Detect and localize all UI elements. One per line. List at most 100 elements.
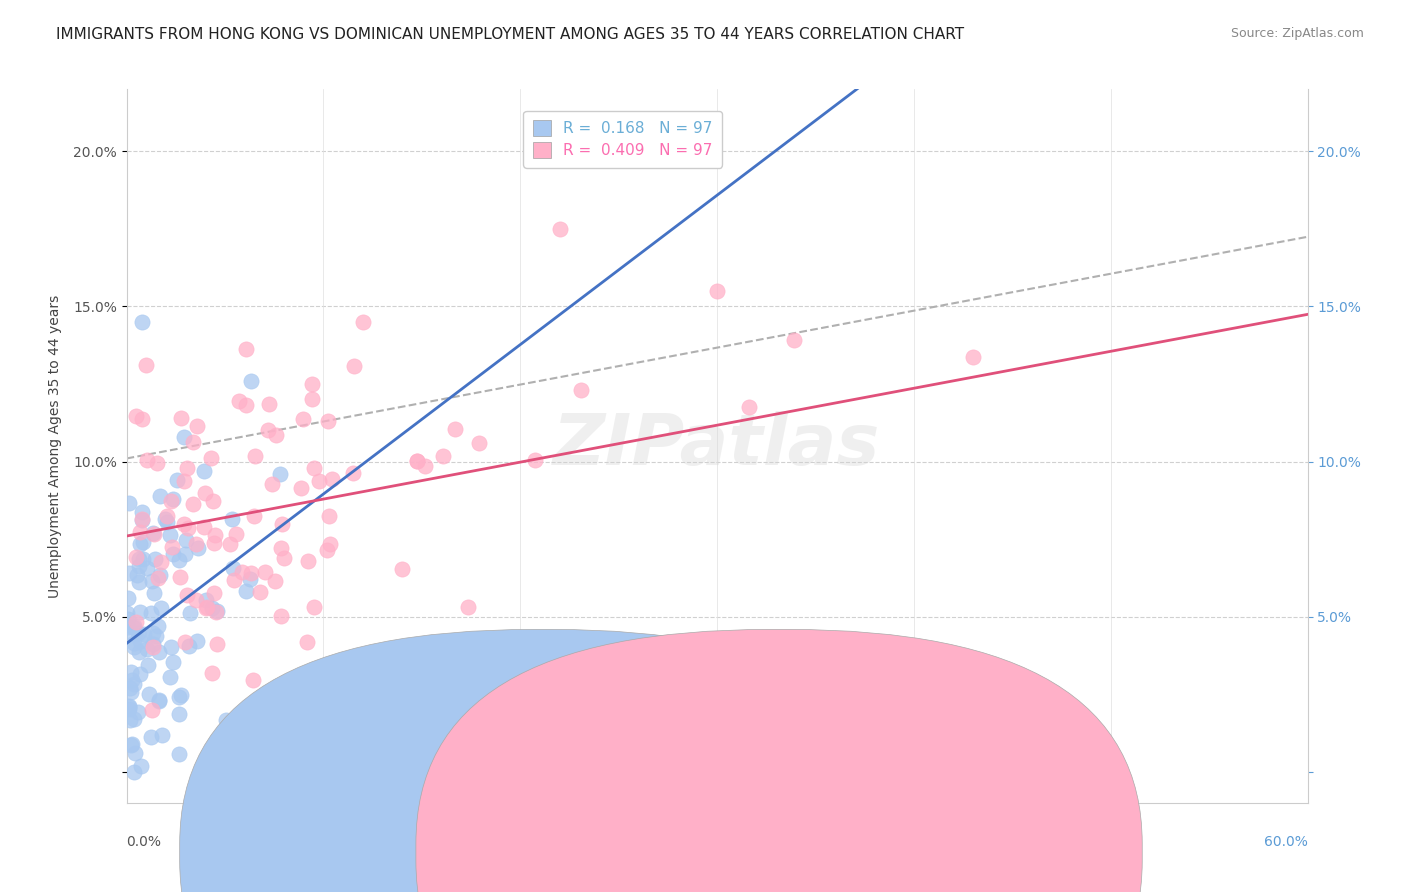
- Point: [159, 640, 181, 654]
- Point: [128, 552, 150, 566]
- Point: [194, 486, 217, 500]
- Point: [162, 655, 184, 669]
- Point: [121, 626, 143, 640]
- Point: [193, 519, 215, 533]
- Point: [205, 605, 228, 619]
- Point: [159, 670, 181, 684]
- Point: [131, 411, 153, 425]
- Point: [143, 551, 166, 566]
- Point: [118, 496, 141, 510]
- Point: [141, 703, 163, 717]
- Point: [738, 400, 761, 414]
- Text: Source: ZipAtlas.com: Source: ZipAtlas.com: [1230, 27, 1364, 40]
- Point: [125, 409, 148, 424]
- Point: [124, 677, 146, 691]
- Point: [548, 222, 571, 236]
- Point: [170, 410, 193, 425]
- Point: [222, 573, 245, 587]
- Point: [318, 414, 340, 428]
- Point: [122, 620, 145, 634]
- Point: [195, 592, 218, 607]
- Point: [122, 619, 145, 633]
- Point: [169, 706, 191, 721]
- Point: [270, 541, 292, 555]
- Point: [143, 586, 166, 600]
- Point: [118, 681, 141, 695]
- Point: [243, 449, 266, 463]
- Point: [219, 537, 242, 551]
- Point: [225, 527, 247, 541]
- Point: [131, 505, 153, 519]
- Point: [193, 464, 215, 478]
- Text: IMMIGRANTS FROM HONG KONG VS DOMINICAN UNEMPLOYMENT AMONG AGES 35 TO 44 YEARS CO: IMMIGRANTS FROM HONG KONG VS DOMINICAN U…: [56, 27, 965, 42]
- Point: [254, 566, 277, 580]
- Point: [150, 600, 173, 615]
- Point: [962, 350, 984, 364]
- Point: [342, 466, 364, 480]
- Point: [297, 554, 319, 568]
- Point: [204, 527, 226, 541]
- Point: [129, 759, 152, 773]
- Point: [160, 540, 183, 554]
- Point: [135, 453, 157, 467]
- Point: [127, 705, 149, 719]
- Point: [186, 418, 208, 433]
- Point: [200, 666, 222, 681]
- Point: [523, 453, 546, 467]
- Point: [170, 689, 193, 703]
- Point: [176, 588, 198, 602]
- Point: [173, 516, 195, 531]
- Point: [432, 450, 454, 464]
- Point: [128, 574, 150, 589]
- Point: [166, 473, 188, 487]
- Point: [231, 566, 253, 580]
- Point: [122, 764, 145, 779]
- Point: [120, 685, 142, 699]
- Point: [148, 571, 170, 585]
- Point: [141, 574, 163, 589]
- Point: [405, 454, 427, 468]
- Point: [174, 547, 197, 561]
- Point: [139, 731, 162, 745]
- Point: [321, 472, 343, 486]
- Point: [125, 549, 148, 564]
- Point: [173, 430, 195, 444]
- Point: [224, 749, 246, 764]
- Point: [269, 467, 291, 482]
- Point: [195, 601, 218, 615]
- Point: [177, 521, 200, 535]
- Point: [176, 533, 198, 547]
- Point: [156, 516, 179, 530]
- Point: [569, 384, 592, 398]
- Point: [413, 458, 436, 473]
- Point: [132, 627, 155, 641]
- Point: [162, 547, 184, 561]
- Point: [128, 559, 150, 574]
- Point: [181, 434, 204, 449]
- Point: [352, 315, 374, 329]
- Point: [239, 566, 262, 581]
- Point: [202, 586, 225, 600]
- Text: 60.0%: 60.0%: [1264, 835, 1308, 849]
- Point: [195, 600, 218, 615]
- Point: [301, 392, 323, 406]
- Point: [257, 397, 280, 411]
- Point: [148, 693, 170, 707]
- Point: [131, 315, 153, 329]
- Point: [239, 573, 262, 587]
- Point: [273, 551, 295, 566]
- Point: [242, 673, 264, 688]
- Point: [1001, 672, 1024, 686]
- Point: [207, 637, 229, 651]
- Point: [202, 536, 225, 550]
- Point: [302, 460, 325, 475]
- Point: [149, 568, 172, 582]
- Point: [315, 542, 337, 557]
- Point: [200, 601, 222, 615]
- Point: [235, 342, 257, 356]
- Point: [260, 476, 283, 491]
- Point: [120, 714, 142, 728]
- Point: [135, 359, 157, 373]
- Point: [127, 625, 149, 640]
- Point: [124, 636, 146, 650]
